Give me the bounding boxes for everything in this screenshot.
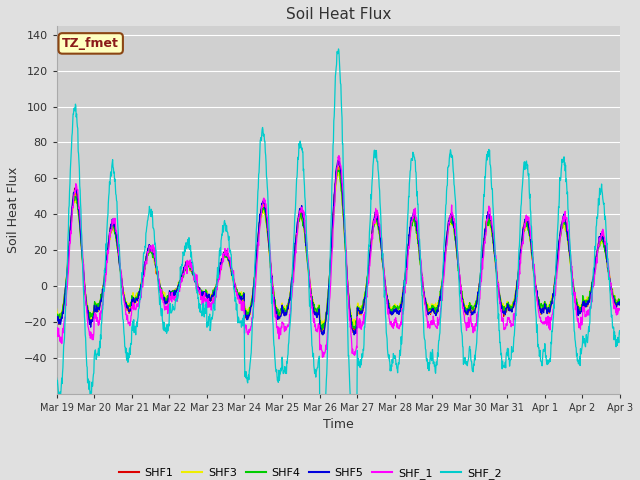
SHF3 (500, 304, 508, 310)
SHF5 (52, 313, 60, 319)
SHF1 (500, 308, 508, 313)
SHF1 (178, 275, 186, 280)
SHF_2 (52, 375, 60, 381)
X-axis label: Time: Time (323, 418, 354, 431)
SHF4 (616, 297, 624, 303)
SHF_1 (616, 306, 624, 312)
SHF4 (178, 275, 186, 280)
SHF_1 (164, 301, 172, 307)
SHF4 (164, 294, 172, 300)
SHF_2 (319, 428, 326, 434)
SHF2 (334, 164, 342, 170)
SHF_2 (164, 324, 172, 330)
SHF4 (427, 306, 435, 312)
SHF_2 (550, 302, 557, 308)
SHF1 (241, 310, 249, 315)
SHF2 (178, 275, 186, 280)
SHF2 (164, 297, 172, 303)
SHF5 (427, 309, 435, 314)
SHF1 (616, 300, 624, 305)
SHF3 (52, 306, 60, 312)
SHF2 (500, 309, 508, 314)
SHF3 (178, 272, 186, 277)
SHF3 (334, 169, 342, 175)
SHF_2 (241, 373, 249, 379)
SHF1 (164, 297, 172, 303)
SHF_1 (319, 354, 326, 360)
SHF1 (427, 312, 435, 317)
SHF_2 (500, 364, 508, 370)
SHF4 (241, 306, 249, 312)
SHF5 (550, 289, 557, 295)
Legend: SHF1, SHF2, SHF3, SHF4, SHF5, SHF_1, SHF_2: SHF1, SHF2, SHF3, SHF4, SHF5, SHF_1, SHF… (115, 464, 506, 480)
Y-axis label: Soil Heat Flux: Soil Heat Flux (7, 167, 20, 253)
SHF4 (334, 167, 342, 173)
SHF3 (427, 306, 435, 312)
SHF3 (616, 297, 624, 302)
SHF4 (550, 288, 557, 294)
SHF2 (351, 329, 359, 335)
Line: SHF1: SHF1 (56, 162, 620, 333)
SHF3 (550, 287, 557, 292)
SHF2 (616, 300, 624, 306)
SHF_1 (500, 327, 508, 333)
SHF3 (319, 323, 327, 328)
SHF5 (616, 299, 624, 305)
SHF_1 (178, 279, 186, 285)
SHF1 (335, 159, 342, 165)
Line: SHF4: SHF4 (56, 170, 620, 329)
SHF1 (550, 288, 557, 293)
SHF5 (319, 332, 326, 338)
SHF_2 (335, 46, 342, 52)
SHF_1 (550, 299, 557, 305)
SHF4 (500, 304, 508, 310)
SHF2 (550, 288, 557, 294)
SHF_2 (427, 349, 435, 355)
SHF5 (335, 157, 342, 163)
Line: SHF_2: SHF_2 (56, 49, 620, 431)
SHF4 (52, 312, 60, 318)
SHF_1 (241, 322, 249, 328)
SHF_2 (616, 331, 624, 336)
SHF_2 (178, 262, 186, 267)
SHF_1 (52, 332, 60, 338)
SHF2 (427, 311, 435, 316)
Text: TZ_fmet: TZ_fmet (62, 37, 119, 50)
Line: SHF3: SHF3 (56, 172, 620, 325)
Line: SHF_1: SHF_1 (56, 156, 620, 357)
Line: SHF2: SHF2 (56, 167, 620, 332)
SHF_1 (427, 319, 435, 324)
SHF_1 (335, 153, 343, 158)
Line: SHF5: SHF5 (56, 160, 620, 335)
SHF2 (241, 308, 249, 313)
SHF5 (178, 273, 186, 279)
SHF1 (352, 330, 360, 336)
SHF5 (164, 296, 172, 301)
SHF3 (164, 294, 172, 300)
SHF3 (241, 304, 249, 310)
SHF4 (318, 326, 326, 332)
SHF1 (52, 314, 60, 320)
SHF5 (500, 308, 508, 314)
SHF5 (241, 313, 249, 319)
Title: Soil Heat Flux: Soil Heat Flux (285, 7, 391, 22)
SHF2 (52, 315, 60, 321)
